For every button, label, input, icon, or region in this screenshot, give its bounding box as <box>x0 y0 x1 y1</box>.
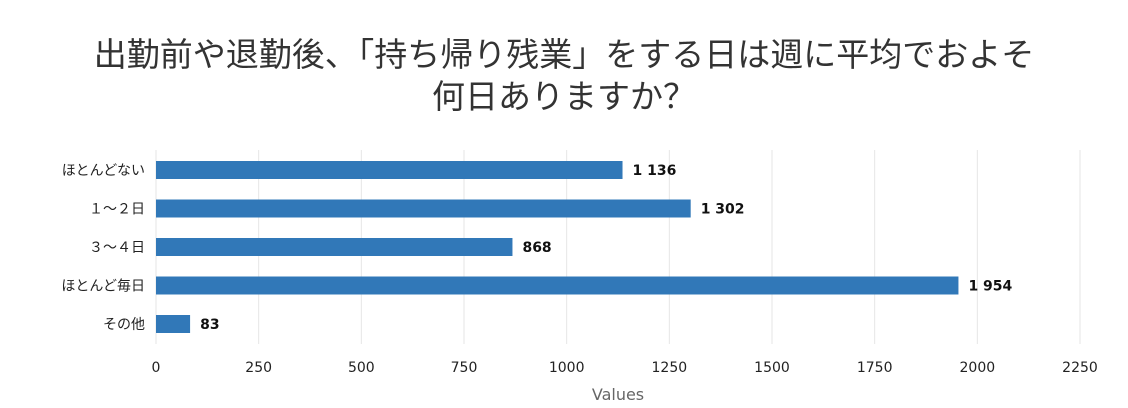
bar[interactable] <box>156 238 513 256</box>
x-tick-label: 2250 <box>1062 360 1098 376</box>
x-tick-label: 250 <box>245 360 272 376</box>
data-label: 1 136 <box>633 163 677 179</box>
bar[interactable] <box>156 161 623 179</box>
chart-title-line-2: 何日ありますか？ <box>432 77 696 116</box>
x-tick-label: 1000 <box>549 360 585 376</box>
category-label: １～２日 <box>89 202 145 218</box>
x-tick-label: 1750 <box>857 360 893 376</box>
bar[interactable] <box>156 199 691 218</box>
chart-title: 出勤前や退勤後、「持ち帰り残業」をする日は週に平均でおよそ 何日ありますか？ <box>0 34 1128 118</box>
x-tick-label: 0 <box>152 360 161 376</box>
x-tick-label: 1250 <box>652 360 688 376</box>
data-label: 1 954 <box>968 279 1012 295</box>
data-label: 83 <box>200 317 219 333</box>
x-tick-label: 500 <box>348 360 375 376</box>
data-label: 1 302 <box>701 202 745 218</box>
x-tick-label: 750 <box>451 360 478 376</box>
data-label: 868 <box>522 240 551 256</box>
bar[interactable] <box>156 315 191 333</box>
category-label: ３～４日 <box>89 240 145 256</box>
category-label: ほとんど毎日 <box>61 279 145 295</box>
category-label: ほとんどない <box>62 163 145 179</box>
data-labels: 1 136 1 302 868 1 954 83 <box>200 163 1012 333</box>
bar[interactable] <box>156 276 959 295</box>
x-tick-labels: 0 250 500 750 1000 1250 1500 1750 2000 2250 <box>152 360 1098 376</box>
x-tick-label: 1500 <box>754 360 790 376</box>
bars <box>156 161 959 333</box>
x-tick-label: 2000 <box>960 360 996 376</box>
x-axis-title: Values <box>592 385 644 404</box>
category-label: その他 <box>103 317 145 333</box>
chart-title-line-1: 出勤前や退勤後、「持ち帰り残業」をする日は週に平均でおよそ <box>93 35 1035 74</box>
